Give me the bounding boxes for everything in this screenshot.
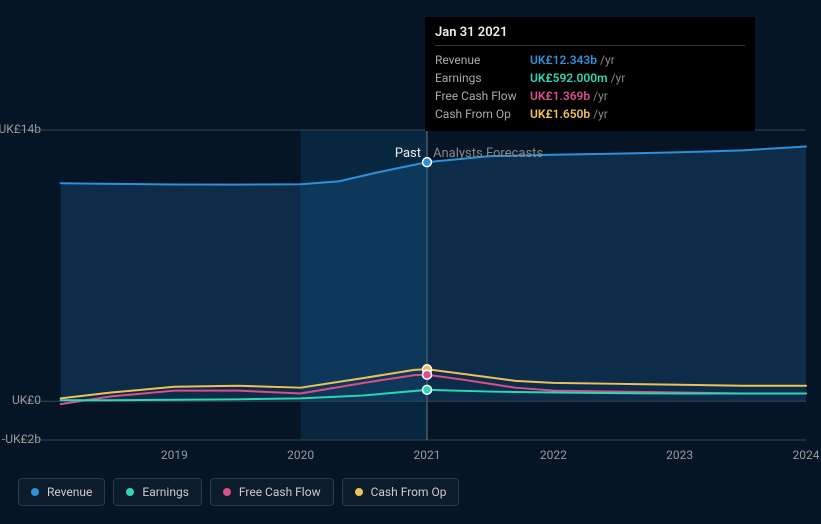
tooltip-row-label: Revenue [435, 53, 530, 67]
tooltip-row-label: Free Cash Flow [435, 89, 530, 103]
legend-item-revenue[interactable]: Revenue [18, 478, 105, 506]
legend-item-label: Free Cash Flow [239, 485, 321, 499]
past-label: Past [395, 146, 421, 161]
financial-chart: -UK£2b UK£0 UK£14b 2019 2020 2021 2022 2023 202… [0, 0, 821, 524]
legend-item-earnings[interactable]: Earnings [113, 478, 202, 506]
tooltip-row-label: Earnings [435, 71, 530, 85]
tooltip-row-suffix: /yr [593, 107, 608, 121]
tooltip-row: Free Cash FlowUK£1.369b/yr [435, 87, 745, 105]
tooltip-row-value: UK£1.369b [530, 89, 590, 103]
tooltip-row-value: UK£1.650b [530, 107, 590, 121]
tooltip-row: RevenueUK£12.343b/yr [435, 51, 745, 69]
tooltip-date: Jan 31 2021 [435, 25, 745, 46]
tooltip-row-value: UK£12.343b [530, 53, 597, 67]
x-tick-label: 2022 [540, 448, 567, 462]
x-tick-label: 2021 [414, 448, 441, 462]
y-tick-label: -UK£2b [0, 432, 41, 446]
y-tick-label: UK£0 [0, 393, 41, 407]
x-tick-label: 2019 [161, 448, 188, 462]
tooltip-row-label: Cash From Op [435, 107, 530, 121]
y-tick-label: UK£14b [0, 122, 41, 136]
tooltip-row-suffix: /yr [611, 71, 626, 85]
tooltip-row: Cash From OpUK£1.650b/yr [435, 105, 745, 123]
legend-item-cash_from_op[interactable]: Cash From Op [342, 478, 460, 506]
x-tick-label: 2023 [666, 448, 693, 462]
legend-item-label: Revenue [47, 485, 92, 499]
x-tick-label: 2024 [793, 448, 820, 462]
chart-tooltip: Jan 31 2021 RevenueUK£12.343b/yrEarnings… [425, 17, 755, 131]
tooltip-row: EarningsUK£592.000m/yr [435, 69, 745, 87]
legend-dot-icon [355, 488, 363, 496]
forecast-label: Analysts Forecasts [433, 146, 543, 161]
legend-item-label: Earnings [142, 485, 189, 499]
tooltip-row-value: UK£592.000m [530, 71, 608, 85]
legend-item-free_cash_flow[interactable]: Free Cash Flow [210, 478, 334, 506]
tooltip-row-suffix: /yr [600, 53, 615, 67]
x-tick-label: 2020 [287, 448, 314, 462]
legend-item-label: Cash From Op [371, 485, 447, 499]
chart-legend: Revenue Earnings Free Cash Flow Cash From O… [18, 478, 459, 506]
tooltip-row-suffix: /yr [593, 89, 608, 103]
legend-dot-icon [223, 488, 231, 496]
legend-dot-icon [31, 488, 39, 496]
legend-dot-icon [126, 488, 134, 496]
